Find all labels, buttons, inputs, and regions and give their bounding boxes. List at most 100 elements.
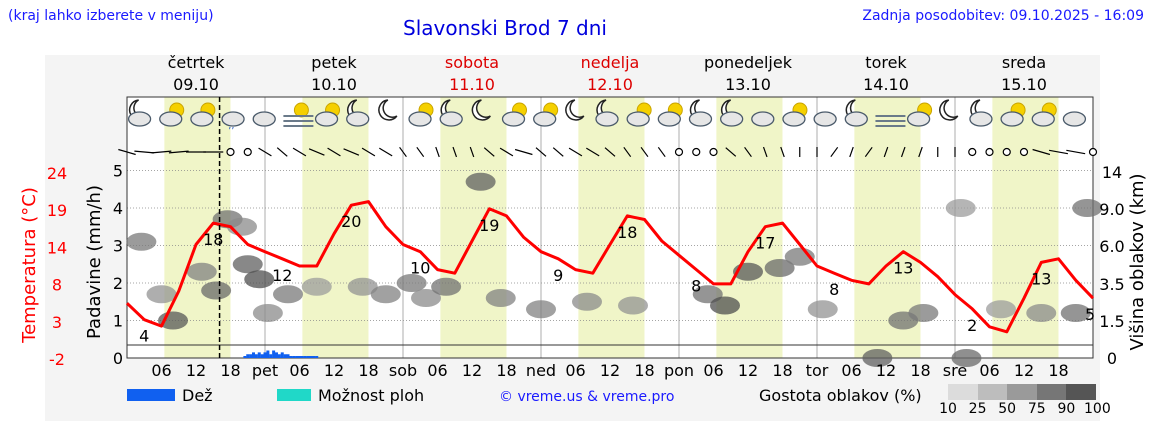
storm-legend-swatch — [277, 389, 311, 401]
day-headers: četrtek 09.10 petek 10.10 sobota 11.10 nedelja… — [168, 53, 1047, 94]
cloud-shape — [190, 111, 214, 127]
cloud-icon — [813, 111, 837, 127]
rain-bar — [243, 356, 247, 358]
rain-bar — [306, 356, 310, 358]
density-tick: 90 — [1057, 401, 1076, 417]
cloud-shape — [127, 111, 152, 127]
wind-barb — [623, 146, 632, 158]
cloud-blob — [862, 349, 893, 367]
wind-row — [118, 146, 1098, 158]
wind-barb — [918, 146, 923, 158]
rain-bar — [254, 354, 258, 358]
wind-barb — [568, 147, 583, 157]
wind-barb — [780, 146, 785, 158]
calm-wind-marker — [243, 147, 252, 157]
x-tick-label: 12 — [1014, 361, 1034, 380]
temperature-label: 17 — [755, 234, 775, 253]
day-name: petek — [311, 53, 357, 72]
cloud-blob — [186, 262, 217, 281]
x-tick-label: 12 — [600, 361, 620, 380]
cloud-blob — [526, 300, 556, 319]
wind-barb — [762, 146, 768, 158]
wind-barb — [452, 146, 458, 158]
density-swatch — [1007, 384, 1037, 400]
sun-cloud-icon — [782, 102, 808, 127]
rain-bar — [263, 352, 267, 358]
cloud-icon — [252, 111, 276, 127]
moon-icon — [471, 99, 491, 121]
wind-barb — [327, 147, 341, 157]
cloud-shape — [533, 111, 557, 127]
rain-legend-swatch — [127, 389, 175, 401]
cloud-height-tick-label: 9.0 — [1099, 200, 1124, 219]
temp-tick-label: 19 — [47, 201, 67, 220]
day-date: 10.10 — [311, 75, 357, 94]
temp-tick-label: 14 — [47, 238, 67, 257]
credit-text: © vreme.us & vreme.pro — [499, 389, 675, 405]
rain-bar — [249, 354, 253, 358]
sun-cloud-icon — [1031, 102, 1057, 127]
cloud-shape — [314, 111, 339, 127]
temperature-label: 12 — [272, 266, 292, 285]
sun-shape — [293, 102, 309, 118]
wind-barb — [258, 147, 272, 157]
calm-wind-marker — [1019, 147, 1029, 157]
cloud-shape — [751, 111, 775, 127]
x-tick-label: 06 — [565, 361, 585, 380]
rain-bar — [286, 354, 290, 358]
wind-barb — [469, 146, 475, 158]
density-tick: 100 — [1084, 401, 1111, 417]
wind-barb — [849, 146, 854, 158]
rain-drops-shape: ’’ — [228, 126, 234, 137]
density-tick: 75 — [1027, 401, 1046, 417]
sun-cloud-icon — [159, 102, 185, 127]
calm-wind-marker — [709, 147, 718, 157]
wind-barb — [586, 147, 600, 157]
cloud-blob — [465, 172, 496, 191]
wind-barb — [640, 146, 649, 158]
rain-bar — [252, 352, 255, 358]
density-swatch — [1066, 384, 1096, 400]
cloud-blob — [1072, 199, 1103, 217]
sun-cloud-icon — [533, 102, 559, 127]
moon-cloud-icon — [346, 99, 370, 127]
rain-legend-label: Dež — [182, 386, 213, 405]
precip-axis-label: Padavine (mm/h) — [84, 185, 105, 339]
wind-barb — [604, 147, 616, 157]
temperature-label: 9 — [553, 266, 563, 285]
cloud-shape — [969, 111, 993, 127]
cloud-height-tick-label: 14 — [1102, 163, 1122, 182]
rain-bar — [277, 354, 281, 358]
cloud-blob — [431, 277, 462, 296]
wind-barb — [830, 146, 839, 158]
cloud-blob — [1060, 304, 1091, 322]
cloud-shape — [657, 111, 681, 127]
calm-wind-marker — [1088, 147, 1098, 157]
precip-tick-label: 1 — [113, 312, 123, 331]
cloud-shape — [626, 111, 650, 127]
daylight-bands — [127, 97, 1093, 358]
rain-bar — [315, 356, 319, 358]
x-tick-label: 06 — [427, 361, 447, 380]
moon-icon — [939, 99, 959, 121]
cloud-height-tick-label: 1.5 — [1099, 312, 1124, 331]
temperature-label: 8 — [691, 277, 701, 296]
rain-bar — [275, 352, 278, 358]
calm-wind-marker — [226, 147, 235, 157]
cloud-layer — [126, 172, 1103, 367]
density-tick: 50 — [998, 401, 1017, 417]
x-tick-label: sob — [389, 361, 417, 380]
rain-bar — [300, 356, 304, 358]
calm-wind-marker — [674, 147, 684, 157]
wind-barb — [744, 146, 752, 158]
rain-bars — [243, 350, 319, 358]
rain-bar — [280, 352, 284, 358]
wind-barb — [535, 147, 547, 157]
moon-icon — [378, 99, 398, 121]
day-date: 11.10 — [449, 75, 495, 94]
temperature-label: 10 — [410, 259, 430, 278]
temperature-series — [125, 200, 1095, 334]
precip-tick-label: 3 — [113, 237, 123, 256]
cloud-blob — [273, 285, 303, 304]
page-title: Slavonski Brod 7 dni — [403, 16, 607, 40]
